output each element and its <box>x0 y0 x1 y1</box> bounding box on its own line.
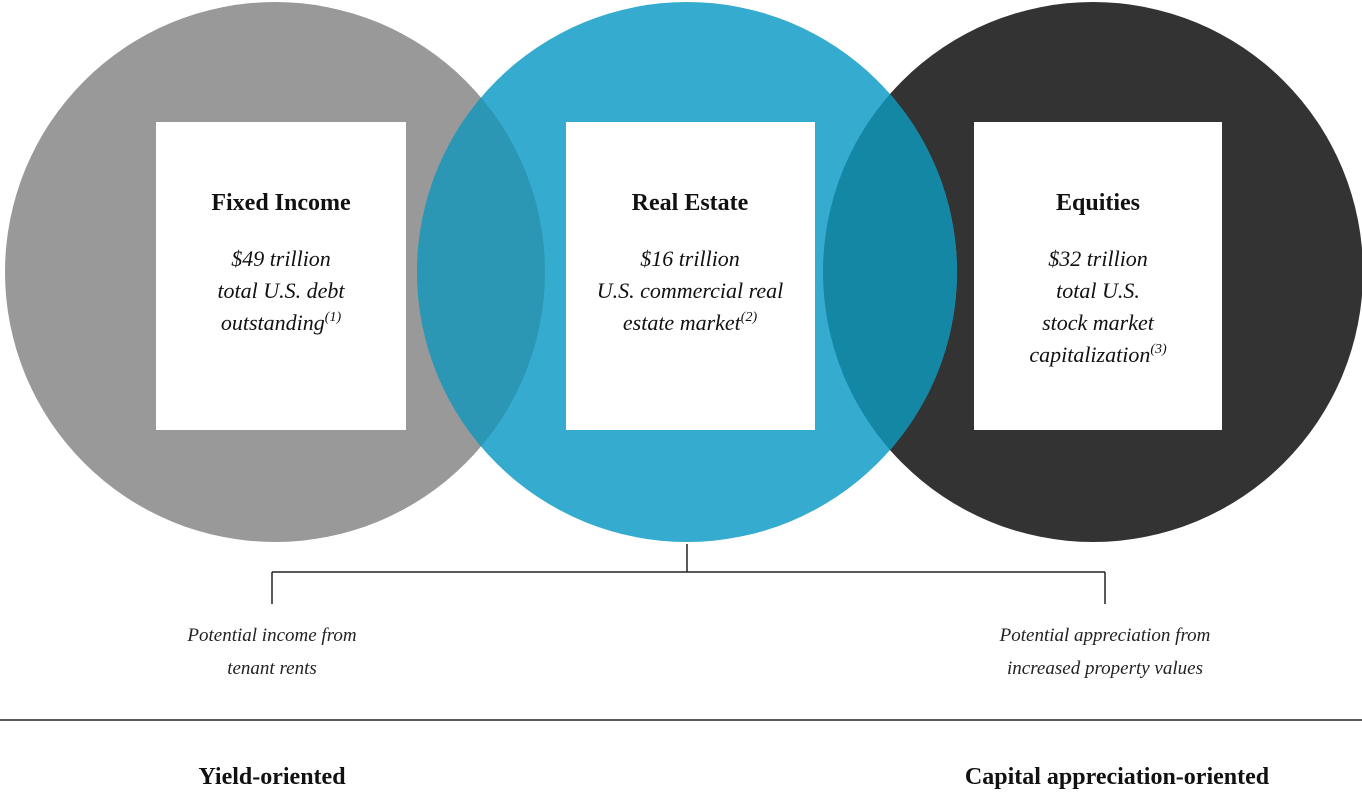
line: total U.S. <box>1056 278 1140 303</box>
box-text: Fixed Income $49 trillion total U.S. deb… <box>211 190 1167 367</box>
title: Fixed Income <box>211 190 351 216</box>
branch-label: increased property values <box>1007 658 1203 679</box>
branch-label: tenant rents <box>227 658 317 679</box>
line: U.S. commercial real <box>597 278 784 303</box>
line: outstanding <box>221 310 325 335</box>
footer-left: Yield-oriented <box>198 764 346 790</box>
line: $49 trillion <box>231 246 331 271</box>
box <box>566 122 815 430</box>
line: stock market <box>1042 310 1155 335</box>
title: Equities <box>1056 190 1140 216</box>
title: Real Estate <box>632 190 749 216</box>
line: capitalization <box>1029 342 1150 367</box>
line: estate market(2) <box>623 310 758 335</box>
footnote: (3) <box>1150 342 1167 357</box>
branch-label: Potential appreciation from <box>999 625 1211 646</box>
line: capitalization(3) <box>1029 342 1167 367</box>
footnote: (1) <box>325 310 342 325</box>
footer-right: Capital appreciation-oriented <box>965 764 1270 790</box>
footnote: (2) <box>741 310 758 325</box>
box <box>156 122 406 430</box>
line: estate market <box>623 310 742 335</box>
line: $32 trillion <box>1048 246 1148 271</box>
line: total U.S. debt <box>217 278 345 303</box>
branch-label: Potential income from <box>186 625 356 646</box>
line: outstanding(1) <box>221 310 342 335</box>
box <box>974 122 1222 430</box>
line: $16 trillion <box>640 246 740 271</box>
bracket <box>271 544 1106 604</box>
